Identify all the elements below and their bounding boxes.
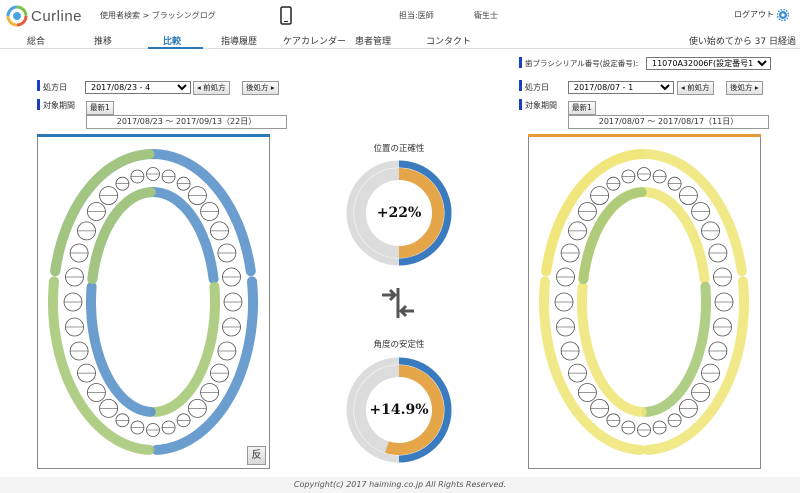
tab-compare[interactable]: 比較 bbox=[163, 37, 182, 47]
section-marker bbox=[37, 80, 40, 91]
left-chart-color-bar bbox=[37, 134, 270, 137]
section-marker bbox=[519, 80, 522, 91]
tab-care-calendar[interactable]: ケアカレンダー bbox=[283, 37, 347, 47]
inner-arch-segment bbox=[87, 187, 156, 285]
app-logo[interactable]: Curline bbox=[6, 5, 82, 27]
logout-link[interactable]: ログアウト bbox=[734, 10, 774, 19]
gauge-inner-arc bbox=[398, 168, 444, 258]
outer-arch-segment bbox=[48, 276, 155, 455]
curline-logo-icon bbox=[6, 5, 28, 27]
inner-arch-segment bbox=[578, 186, 710, 285]
right-dental-chart bbox=[528, 134, 761, 469]
usage-days: 使い始めてから 37 日経過 bbox=[688, 37, 796, 47]
left-dental-chart bbox=[37, 134, 270, 469]
header: Curline 使用者検索 > ブラッシングログ 担当:医師 衛生士 ログアウト bbox=[0, 0, 800, 31]
right-next-button[interactable]: 後処方 ▸ bbox=[726, 81, 763, 95]
tab-patient-management[interactable]: 患者管理 bbox=[355, 37, 392, 47]
inner-arch-segment bbox=[577, 281, 647, 417]
tab-guidance-history[interactable]: 指導履歴 bbox=[221, 37, 258, 47]
active-tab-indicator bbox=[148, 47, 203, 49]
right-period-range: 2017/08/07 ～ 2017/08/17（11日） bbox=[568, 115, 769, 129]
left-dental-arch-diagram bbox=[48, 148, 258, 455]
left-period-label: 対象期間 bbox=[43, 101, 75, 110]
hygienist-label: 衛生士 bbox=[474, 11, 498, 20]
compare-arrows-icon bbox=[382, 288, 414, 318]
tab-contact[interactable]: コンタクト bbox=[426, 37, 472, 47]
right-dental-arch-diagram bbox=[539, 148, 749, 455]
right-chart-color-bar bbox=[528, 134, 761, 137]
app-name: Curline bbox=[31, 7, 83, 25]
left-date-label: 処方日 bbox=[43, 83, 67, 92]
outer-arch-segment bbox=[642, 276, 749, 455]
serial-select[interactable]: 11070A32006F(設定番号1) bbox=[646, 57, 771, 70]
right-date-label: 処方日 bbox=[525, 83, 549, 92]
right-latest-button[interactable]: 最新1 bbox=[568, 101, 596, 115]
section-marker bbox=[37, 99, 40, 110]
gauge1-value: +22% bbox=[376, 205, 422, 221]
gear-icon[interactable] bbox=[777, 9, 789, 21]
breadcrumb[interactable]: 使用者検索 > ブラッシングログ bbox=[100, 11, 216, 20]
footer-copyright: Copyright(c) 2017 haiming.co.jp All Righ… bbox=[0, 477, 800, 493]
angle-stability-gauge bbox=[346, 357, 452, 463]
left-period-range: 2017/08/23 ～ 2017/09/13（22日） bbox=[86, 115, 287, 129]
gauge2-title: 角度の安定性 bbox=[373, 340, 425, 350]
gauge-outer-arc bbox=[398, 160, 452, 266]
tab-overview[interactable]: 総合 bbox=[27, 37, 46, 47]
gauge2-value: +14.9% bbox=[369, 402, 429, 418]
section-marker bbox=[519, 99, 522, 110]
outer-arch-segment bbox=[151, 276, 258, 455]
doctor-label: 担当:医師 bbox=[399, 11, 434, 20]
right-period-label: 対象期間 bbox=[525, 101, 557, 110]
section-marker bbox=[519, 57, 522, 68]
outer-arch-segment bbox=[541, 149, 646, 277]
left-next-button[interactable]: 後処方 ▸ bbox=[242, 81, 279, 95]
gauge1-title: 位置の正確性 bbox=[373, 144, 425, 154]
inner-arch-segment bbox=[578, 187, 647, 285]
inner-arch-segment bbox=[87, 186, 219, 285]
left-date-select[interactable]: 2017/08/23 - 4 bbox=[85, 81, 191, 94]
inner-arch-segment bbox=[150, 281, 220, 417]
smartphone-icon bbox=[280, 6, 292, 25]
main-nav: 総合 推移 比較 指導履歴 ケアカレンダー 患者管理 コンタクト 使い始めてから… bbox=[0, 31, 800, 49]
outer-arch-segment bbox=[50, 149, 155, 277]
gauge-outer-arc bbox=[398, 357, 452, 463]
right-date-select[interactable]: 2017/08/07 - 1 bbox=[568, 81, 674, 94]
inner-arch-segment bbox=[86, 281, 156, 417]
left-latest-button[interactable]: 最新1 bbox=[86, 101, 114, 115]
gauge-inner-arc bbox=[385, 365, 444, 455]
left-prev-button[interactable]: ◂ 前処方 bbox=[193, 81, 230, 95]
right-prev-button[interactable]: ◂ 前処方 bbox=[677, 81, 714, 95]
outer-arch-segment bbox=[539, 276, 646, 455]
serial-label: 歯ブラシシリアル番号(設定番号): bbox=[525, 59, 639, 68]
position-accuracy-gauge bbox=[346, 160, 452, 266]
tab-trend[interactable]: 推移 bbox=[94, 37, 113, 47]
reverse-button[interactable]: 反 bbox=[247, 446, 266, 465]
inner-arch-segment bbox=[641, 281, 711, 417]
